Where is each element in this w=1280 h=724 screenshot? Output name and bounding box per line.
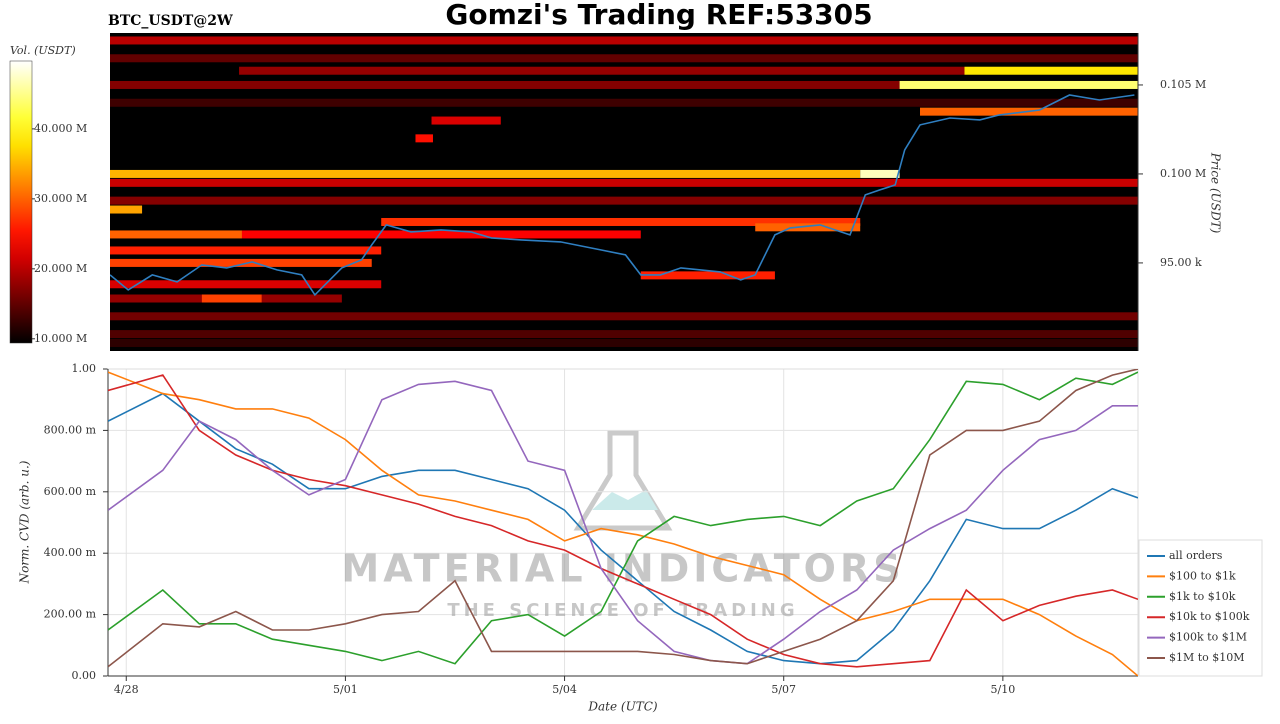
liquidity-band <box>110 36 1138 45</box>
legend-label: $100 to $1k <box>1169 569 1236 582</box>
series-lines <box>108 369 1138 676</box>
colorbar <box>9 60 33 344</box>
liquidity-band <box>110 312 1138 321</box>
liquidity-band <box>415 134 433 143</box>
x-tick-label: 5/01 <box>333 683 358 696</box>
flask-outline <box>573 430 673 531</box>
heatmap-background <box>110 33 1138 351</box>
colorbar-tick-label: 40.000 M <box>34 122 87 135</box>
page-title: Gomzi's Trading REF:53305 <box>445 0 872 31</box>
liquidity-band <box>640 271 775 280</box>
liquidity-band <box>110 98 1138 107</box>
liquidity-band <box>110 338 1138 347</box>
colorbar-tick-label: 30.000 M <box>34 192 87 205</box>
liquidity-band <box>110 330 1138 339</box>
liquidity-band <box>110 196 1138 205</box>
liquidity-band <box>431 116 501 125</box>
colorbar-tick-label: 20.000 M <box>34 262 87 275</box>
y-tick-label: 800.00 m <box>44 423 97 436</box>
watermark-title: MATERIAL INDICATORS <box>341 547 904 591</box>
liquidity-band <box>110 280 382 289</box>
legend-label: $10k to $100k <box>1169 610 1250 623</box>
liquidity-band <box>110 80 900 89</box>
y-axis-label: Norm. CVD (arb. u.) <box>18 460 32 584</box>
series-line <box>108 369 1138 668</box>
liquidity-band <box>381 217 861 226</box>
x-tick-label: 5/10 <box>991 683 1016 696</box>
series-line <box>108 380 1138 665</box>
liquidity-band <box>964 66 1138 75</box>
watermark-flask <box>573 430 673 531</box>
legend-label: all orders <box>1169 549 1223 562</box>
legend-label: $100k to $1M <box>1169 631 1247 644</box>
x-tick-label: 5/04 <box>552 683 577 696</box>
x-tick-label: 5/07 <box>771 683 796 696</box>
legend-label: $1k to $10k <box>1169 590 1236 603</box>
heatmap-cells <box>110 36 1138 347</box>
y-tick-label: 200.00 m <box>44 608 97 621</box>
liquidity-band <box>110 246 382 255</box>
liquidity-band <box>110 178 1138 187</box>
series-line <box>108 371 1138 665</box>
cvd-panel: 0.00 200.00 m 400.00 m 600.00 m 800.00 m 1.00… <box>18 362 1263 714</box>
liquidity-band <box>201 294 262 303</box>
plot-frame <box>107 368 1139 677</box>
y-tick-label: 0.100 M <box>1160 167 1206 180</box>
colorbar-tick-label: 10.000 M <box>34 332 87 345</box>
y-tick-label: 0.105 M <box>1160 78 1206 91</box>
watermark-subtitle: THE SCIENCE OF TRADING <box>447 600 798 621</box>
liquidity-band <box>110 230 242 239</box>
liquidity-band <box>239 66 965 75</box>
liquidity-band <box>899 80 1138 89</box>
series-line <box>108 374 1138 668</box>
colorbar-label: Vol. (USDT) <box>10 44 76 57</box>
x-tick-label: 4/28 <box>114 683 139 696</box>
legend-label: $1M to $10M <box>1169 651 1245 664</box>
y-tick-label: 95.00 k <box>1160 256 1202 269</box>
y-tick-label: 400.00 m <box>44 546 97 559</box>
price-line <box>110 94 1135 297</box>
y-axis-label: Price (USDT) <box>1209 152 1223 234</box>
liquidity-band <box>110 54 1138 63</box>
series-line <box>108 392 1138 665</box>
liquidity-band <box>110 169 861 178</box>
y-tick-label: 1.00 <box>72 362 97 375</box>
symbol-label: BTC_USDT@2W <box>108 13 233 29</box>
y-tick-label: 0.00 <box>72 669 97 682</box>
legend-box <box>1138 539 1263 677</box>
liquidity-band <box>860 169 900 178</box>
liquidity-band <box>110 258 372 267</box>
liquidity-band <box>241 230 641 239</box>
heatmap-panel: 95.00 k 0.100 M 0.105 M Price (USDT) 10.000 … <box>9 33 1223 351</box>
y-tick-label: 600.00 m <box>44 485 97 498</box>
flask-liquid <box>592 490 658 510</box>
x-axis-label: Date (UTC) <box>587 700 657 714</box>
liquidity-band <box>110 205 143 214</box>
liquidity-band <box>755 223 861 232</box>
